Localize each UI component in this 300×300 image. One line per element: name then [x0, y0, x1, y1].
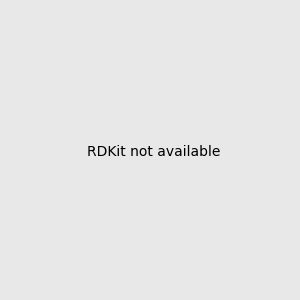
Text: RDKit not available: RDKit not available — [87, 145, 220, 158]
